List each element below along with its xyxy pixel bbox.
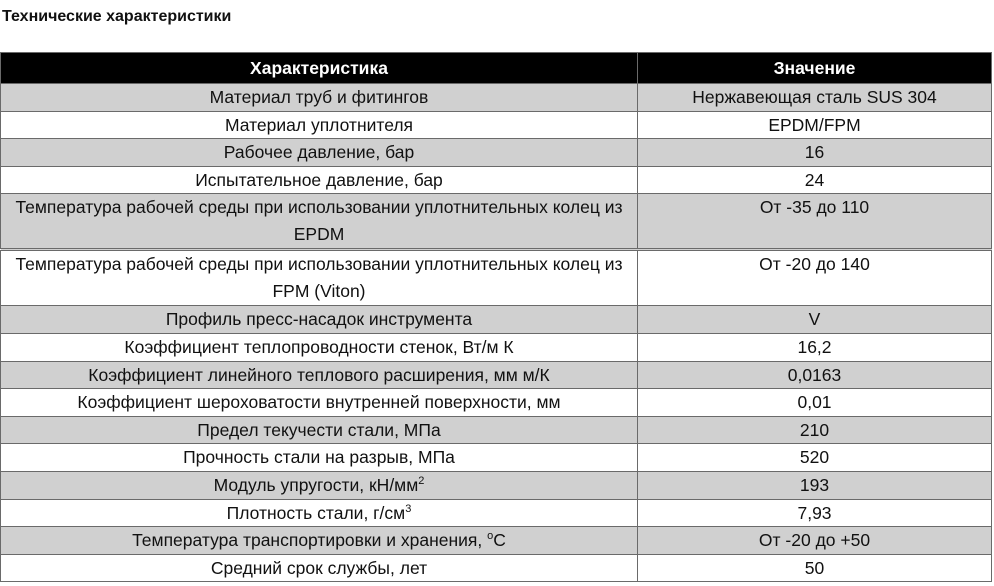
characteristic-text: Рабочее давление, бар <box>223 142 415 163</box>
table-row: Материал труб и фитингов Нержавеющая стал… <box>0 83 992 112</box>
header-characteristic: Характеристика <box>0 52 638 84</box>
table-row: Средний срок службы, лет 50 <box>0 553 992 583</box>
table-row: Плотность стали, г/см3 7,93 <box>0 498 992 528</box>
table-row: Испытательное давление, бар 24 <box>0 165 992 195</box>
unit-suffix: C <box>493 530 506 551</box>
characteristic-text: Средний срок службы, лет <box>210 557 428 578</box>
cell-value: 50 <box>637 553 992 583</box>
cell-characteristic: Материал труб и фитингов <box>0 83 638 112</box>
cell-value: EPDM/FPM <box>637 110 992 140</box>
specs-table: Характеристика Значение Материал труб и … <box>0 52 992 583</box>
cell-characteristic: Испытательное давление, бар <box>0 165 638 195</box>
cell-value: 0,01 <box>637 388 992 417</box>
cell-value: 16 <box>637 138 992 167</box>
cell-value: V <box>637 305 992 334</box>
characteristic-text: Коэффициент линейного теплового расширен… <box>88 364 550 385</box>
page-title: Технические характеристики <box>2 8 232 25</box>
header-value: Значение <box>637 52 992 84</box>
superscript: o <box>487 530 494 543</box>
cell-characteristic: Средний срок службы, лет <box>0 553 638 583</box>
table-row: Прочность стали на разрыв, МПа 520 <box>0 443 992 472</box>
characteristic-text: Прочность стали на разрыв, МПа <box>183 447 455 468</box>
cell-characteristic: Профиль пресс-насадок инструмента <box>0 305 638 334</box>
characteristic-text: Коэффициент шероховатости внутренней пов… <box>77 392 561 413</box>
cell-characteristic: Температура рабочей среды при использова… <box>0 193 638 251</box>
superscript: 3 <box>405 502 412 515</box>
characteristic-text: Испытательное давление, бар <box>195 169 443 190</box>
characteristic-text: Профиль пресс-насадок инструмента <box>165 309 473 330</box>
cell-characteristic: Предел текучести стали, МПа <box>0 415 638 445</box>
table-row: Предел текучести стали, МПа 210 <box>0 415 992 445</box>
cell-value: От -20 до +50 <box>637 526 992 555</box>
cell-characteristic: Модуль упругости, кН/мм2 <box>0 470 638 500</box>
cell-value: 193 <box>637 470 992 500</box>
table-row: Коэффициент шероховатости внутренней пов… <box>0 388 992 417</box>
cell-characteristic: Прочность стали на разрыв, МПа <box>0 443 638 472</box>
cell-value: 16,2 <box>637 332 992 362</box>
cell-value: 210 <box>637 415 992 445</box>
cell-value: 7,93 <box>637 498 992 528</box>
table-row: Материал уплотнителя EPDM/FPM <box>0 110 992 140</box>
table-row: Профиль пресс-насадок инструмента V <box>0 305 992 334</box>
cell-characteristic: Коэффициент теплопроводности стенок, Вт/… <box>0 332 638 362</box>
cell-value: 24 <box>637 165 992 195</box>
table-row: Модуль упругости, кН/мм2 193 <box>0 470 992 500</box>
cell-characteristic: Температура рабочей среды при использова… <box>0 248 638 307</box>
table-row: Температура рабочей среды при использова… <box>0 248 992 307</box>
characteristic-text: Материал труб и фитингов <box>209 87 429 107</box>
cell-value: Нержавеющая сталь SUS 304 <box>637 83 992 112</box>
characteristic-text: Модуль упругости, кН/мм <box>213 474 419 495</box>
cell-value: 0,0163 <box>637 360 992 390</box>
cell-characteristic: Материал уплотнителя <box>0 110 638 140</box>
table-row: Температура транспортировки и хранения, … <box>0 526 992 555</box>
table-row: Коэффициент линейного теплового расширен… <box>0 360 992 390</box>
cell-characteristic: Температура транспортировки и хранения, … <box>0 526 638 555</box>
characteristic-text: Предел текучести стали, МПа <box>197 419 441 440</box>
cell-characteristic: Плотность стали, г/см3 <box>0 498 638 528</box>
cell-characteristic: Рабочее давление, бар <box>0 138 638 167</box>
cell-value: От -35 до 110 <box>637 193 992 251</box>
table-header: Характеристика Значение <box>0 52 992 84</box>
cell-characteristic: Коэффициент шероховатости внутренней пов… <box>0 388 638 417</box>
table-row: Рабочее давление, бар 16 <box>0 138 992 167</box>
characteristic-text: Температура транспортировки и хранения, <box>132 530 488 551</box>
table-row: Температура рабочей среды при использова… <box>0 193 992 251</box>
table-row: Коэффициент теплопроводности стенок, Вт/… <box>0 332 992 362</box>
characteristic-text: Коэффициент теплопроводности стенок, Вт/… <box>124 336 514 357</box>
cell-value: 520 <box>637 443 992 472</box>
characteristic-text: Плотность стали, г/см <box>226 502 406 523</box>
superscript: 2 <box>418 475 425 488</box>
cell-characteristic: Коэффициент линейного теплового расширен… <box>0 360 638 390</box>
characteristic-text: Температура рабочей среды при использова… <box>15 254 623 302</box>
characteristic-text: Материал уплотнителя <box>224 114 414 135</box>
characteristic-text: Температура рабочей среды при использова… <box>15 197 623 245</box>
cell-value: От -20 до 140 <box>637 248 992 307</box>
